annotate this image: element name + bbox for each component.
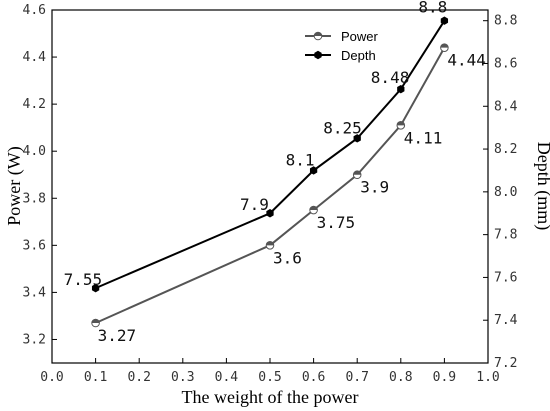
power-point: [440, 43, 449, 52]
legend-marker-power: [313, 31, 323, 41]
y-tick-label: 4.4: [23, 50, 47, 65]
y2-tick-label: 7.8: [494, 228, 517, 243]
y2-tick-label: 8.4: [494, 99, 518, 114]
power-data-label: 3.9: [360, 178, 389, 197]
y2-tick-label: 8.8: [494, 14, 517, 29]
y-tick-label: 4.0: [23, 144, 46, 159]
x-tick-label: 0.5: [258, 370, 281, 385]
depth-data-label: 8.48: [371, 68, 410, 87]
x-tick-label: 0.3: [171, 370, 194, 385]
depth-data-label: 8.1: [286, 150, 315, 169]
series-line-depth: [95, 20, 446, 290]
legend: Power Depth: [305, 29, 379, 63]
power-data-label: 3.75: [317, 213, 356, 232]
power-point: [396, 121, 406, 130]
y2-tick-label: 7.6: [494, 270, 517, 285]
depth-point: [353, 134, 361, 143]
y-tick-label: 4.2: [23, 97, 46, 112]
depth-data-label: 8.8: [418, 0, 447, 17]
y2-tick-label: 8.0: [494, 185, 517, 200]
legend-marker-depth: [314, 50, 322, 60]
y2-tick-label: 8.6: [494, 56, 517, 71]
y2-axis-title: Depth (mm): [533, 142, 550, 230]
power-data-label: 3.27: [98, 326, 137, 345]
depth-point: [91, 283, 100, 293]
legend-label-depth: Depth: [341, 48, 376, 63]
x-tick-label: 0.8: [389, 370, 412, 385]
power-point: [352, 170, 362, 180]
power-data-label: 4.44: [447, 51, 486, 70]
y-tick-label: 3.4: [23, 285, 47, 300]
power-point: [309, 205, 318, 215]
y2-tick-label: 8.2: [494, 142, 517, 157]
depth-point: [266, 209, 274, 218]
x-tick-label: 0.6: [302, 370, 325, 385]
depth-data-label: 8.25: [323, 118, 362, 137]
depth-data-label: 7.55: [64, 270, 103, 289]
x-tick-label: 0.4: [215, 370, 239, 385]
power-data-label: 3.6: [273, 248, 302, 267]
y-axis-title: Power (W): [4, 146, 25, 225]
power-point: [91, 318, 100, 328]
x-tick-label: 0.0: [40, 370, 63, 385]
power-data-label: 4.11: [404, 128, 443, 147]
y-tick-label: 3.8: [23, 191, 46, 206]
series-line-power: [95, 47, 446, 324]
plot-frame: [51, 9, 489, 364]
y-tick-label: 3.6: [23, 238, 46, 253]
x-tick-label: 1.0: [476, 370, 499, 385]
x-tick-label: 0.1: [84, 370, 107, 385]
x-tick-label: 0.7: [345, 370, 368, 385]
depth-point: [309, 166, 318, 175]
legend-label-power: Power: [341, 29, 379, 44]
depth-point: [397, 84, 405, 94]
y2-tick-label: 7.4: [494, 313, 518, 328]
x-tick-label: 0.2: [127, 370, 150, 385]
depth-point: [440, 16, 449, 25]
power-point: [265, 241, 275, 250]
y-tick-label: 4.6: [23, 3, 46, 18]
x-tick-label: 0.9: [433, 370, 456, 385]
x-axis-title: The weight of the power: [182, 387, 359, 407]
depth-data-label: 7.9: [240, 195, 269, 214]
y-tick-label: 3.2: [23, 332, 46, 347]
y2-tick-label: 7.2: [494, 356, 517, 371]
